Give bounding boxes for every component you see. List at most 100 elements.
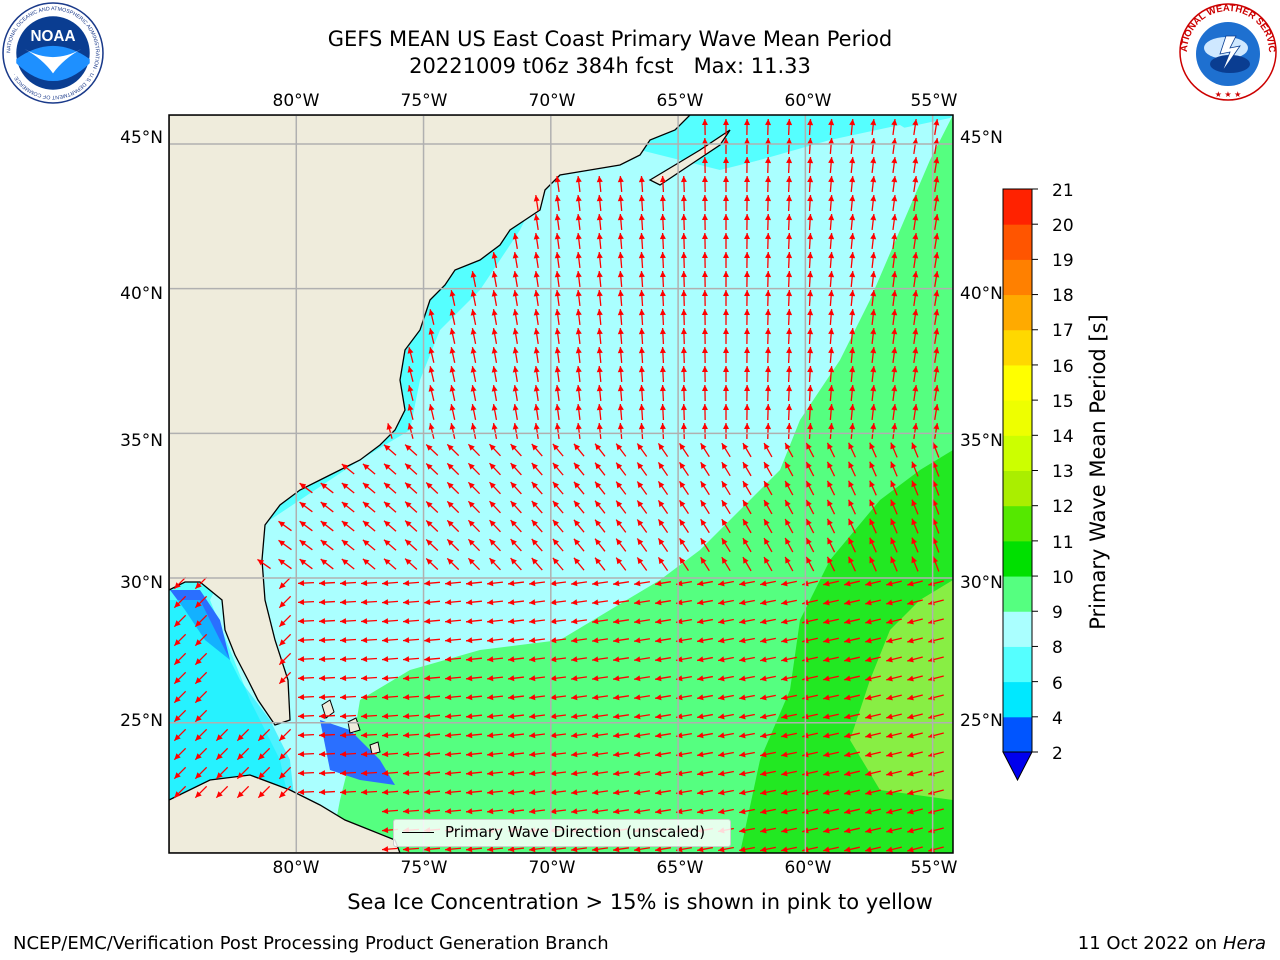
wave-direction-arrow xyxy=(697,713,713,720)
wave-direction-arrow xyxy=(278,633,292,647)
wave-direction-arrow xyxy=(805,480,815,496)
colorbar-segment xyxy=(1003,681,1032,718)
wave-direction-arrow xyxy=(765,270,772,288)
wave-direction-arrow xyxy=(697,808,713,815)
wave-direction-arrow xyxy=(679,537,689,553)
wave-direction-arrow xyxy=(870,213,877,231)
wave-direction-arrow xyxy=(617,346,624,364)
wave-direction-arrow xyxy=(381,770,399,777)
wave-direction-arrow xyxy=(638,422,645,440)
wave-direction-arrow xyxy=(215,766,229,780)
wave-direction-arrow xyxy=(381,656,399,663)
wave-direction-arrow xyxy=(865,770,881,777)
wave-direction-arrow xyxy=(886,599,902,606)
wave-direction-arrow xyxy=(763,518,773,534)
wave-direction-arrow xyxy=(784,537,794,553)
wave-direction-arrow xyxy=(636,538,648,552)
wave-direction-arrow xyxy=(531,500,543,514)
lat-tick-left: 45°N xyxy=(120,128,163,148)
wave-direction-arrow xyxy=(381,732,399,739)
wave-direction-arrow xyxy=(679,499,689,515)
wave-direction-arrow xyxy=(933,422,940,440)
wave-direction-arrow xyxy=(446,557,460,571)
wave-direction-arrow xyxy=(679,442,689,458)
wave-direction-arrow xyxy=(865,637,881,644)
wave-direction-arrow xyxy=(575,194,582,212)
colorbar-tick: 12 xyxy=(1052,497,1074,517)
wave-direction-arrow xyxy=(617,403,624,421)
wave-direction-arrow xyxy=(446,500,460,514)
wave-direction-arrow xyxy=(886,580,902,587)
wave-direction-arrow xyxy=(615,443,627,457)
wave-direction-arrow xyxy=(933,384,940,402)
wave-direction-arrow xyxy=(575,384,582,402)
wave-direction-arrow xyxy=(489,500,501,514)
wave-direction-arrow xyxy=(465,637,483,644)
wave-direction-arrow xyxy=(823,599,839,606)
wave-direction-arrow xyxy=(718,770,734,777)
wave-direction-arrow xyxy=(933,232,940,250)
wave-direction-arrow xyxy=(700,499,710,515)
wave-direction-arrow xyxy=(552,462,564,476)
wave-direction-arrow xyxy=(633,694,651,701)
wave-direction-arrow xyxy=(486,656,504,663)
wave-direction-arrow xyxy=(465,789,483,796)
wave-direction-arrow xyxy=(848,518,856,534)
sea-ice-note: Sea Ice Concentration > 15% is shown in … xyxy=(347,890,933,914)
wave-direction-arrow xyxy=(449,385,456,401)
wave-direction-arrow xyxy=(194,671,208,685)
colorbar-segment xyxy=(1003,259,1032,296)
wave-direction-arrow xyxy=(722,270,729,288)
colorbar-tick: 19 xyxy=(1052,251,1074,271)
wave-direction-arrow xyxy=(781,580,797,587)
wave-direction-arrow xyxy=(933,327,940,345)
wave-direction-arrow xyxy=(638,308,645,326)
wave-direction-arrow xyxy=(360,732,378,739)
wave-direction-arrow xyxy=(339,713,357,720)
colorbar-segment xyxy=(1003,470,1032,507)
wave-direction-arrow xyxy=(826,499,836,515)
wave-direction-arrow xyxy=(360,675,378,682)
wave-direction-arrow xyxy=(278,671,292,685)
wave-direction-arrow xyxy=(912,403,919,421)
wave-direction-arrow xyxy=(444,599,462,606)
wave-direction-arrow xyxy=(781,713,797,720)
wave-direction-arrow xyxy=(870,327,877,345)
wave-direction-arrow xyxy=(194,652,208,666)
wave-direction-arrow xyxy=(591,789,609,796)
wave-direction-arrow xyxy=(444,808,462,815)
wave-direction-arrow xyxy=(891,118,898,136)
wave-direction-arrow xyxy=(467,538,481,552)
wave-direction-arrow xyxy=(865,808,881,815)
wave-direction-arrow xyxy=(907,675,923,682)
wave-direction-arrow xyxy=(510,500,522,514)
wave-direction-arrow xyxy=(765,365,772,383)
wave-direction-arrow xyxy=(655,675,671,682)
wave-direction-arrow xyxy=(423,694,441,701)
wave-direction-arrow xyxy=(744,346,751,364)
wave-direction-arrow xyxy=(697,580,713,587)
wave-direction-arrow xyxy=(657,500,669,514)
wave-direction-arrow xyxy=(554,308,561,326)
wave-direction-arrow xyxy=(528,789,546,796)
wave-direction-arrow xyxy=(533,327,540,345)
wave-direction-arrow xyxy=(297,599,315,606)
wave-direction-arrow xyxy=(339,675,357,682)
wave-direction-arrow xyxy=(865,618,881,625)
wave-direction-arrow xyxy=(638,403,645,421)
wave-direction-arrow xyxy=(781,827,797,834)
wave-direction-arrow xyxy=(679,480,689,496)
wave-direction-arrow xyxy=(486,675,504,682)
wave-direction-arrow xyxy=(507,846,525,853)
wave-direction-arrow xyxy=(486,751,504,758)
wave-direction-arrow xyxy=(828,308,835,326)
wave-direction-arrow xyxy=(554,403,561,421)
wave-direction-arrow xyxy=(886,637,902,644)
wave-direction-arrow xyxy=(805,537,815,553)
wave-direction-arrow xyxy=(402,751,420,758)
wave-direction-arrow xyxy=(701,327,708,345)
wave-direction-arrow xyxy=(739,694,755,701)
wave-direction-arrow xyxy=(236,785,250,799)
wave-direction-arrow xyxy=(533,213,540,231)
wave-direction-arrow xyxy=(594,443,606,457)
